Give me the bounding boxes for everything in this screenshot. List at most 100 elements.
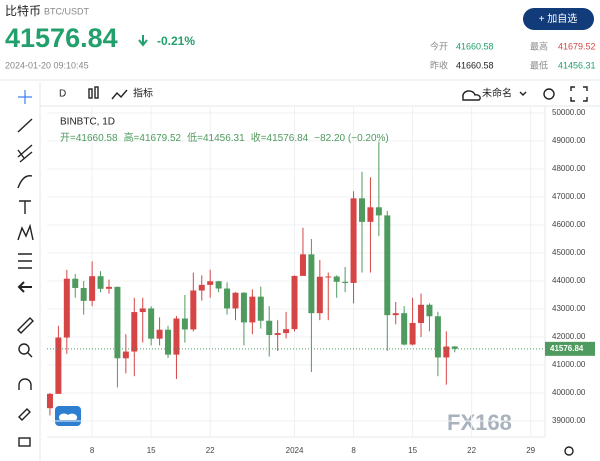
down-arrow	[138, 35, 148, 47]
symbol: BTC/USDT	[44, 6, 90, 16]
candle-body	[156, 329, 163, 339]
y-tick-label: 44000.00	[552, 276, 586, 285]
y-tick-label: 42000.00	[552, 332, 586, 341]
candle-body	[418, 304, 425, 323]
stat-label: 今开	[430, 40, 448, 51]
candle-body	[190, 290, 197, 330]
axis-settings[interactable]	[564, 446, 574, 456]
candle-body	[55, 337, 62, 394]
y-tick-label: 41000.00	[552, 360, 586, 369]
x-tick-label: 15	[147, 446, 156, 455]
price: 41576.84	[5, 23, 118, 53]
legend-item: 收=41576.84	[251, 131, 309, 144]
watchlist-button-label[interactable]: + 加自选	[539, 12, 578, 25]
price-tag	[545, 341, 595, 356]
candle-body	[316, 276, 323, 314]
legend-item: 高=41679.52	[124, 131, 182, 144]
fullscreen-button[interactable]	[570, 86, 588, 102]
x-tick-label: 8	[351, 446, 356, 455]
candle-body	[46, 393, 53, 409]
magnet-tool[interactable]	[18, 378, 32, 390]
y-tick-label: 48000.00	[552, 164, 586, 173]
cloud-icon[interactable]	[462, 90, 481, 101]
y-tick-label: 46000.00	[552, 220, 586, 229]
candle-body	[333, 276, 340, 282]
candle-body	[224, 288, 231, 309]
candle-body	[401, 313, 408, 345]
lock-tool[interactable]	[18, 437, 31, 447]
datetime: 2024-01-20 09:10:45	[5, 60, 89, 70]
lock-draw-tool[interactable]	[18, 408, 31, 421]
y-tick-label: 50000.00	[552, 108, 586, 117]
channel-tool[interactable]	[17, 144, 33, 163]
candle-body	[165, 329, 172, 355]
candle-body	[249, 296, 256, 323]
y-tick-label: 47000.00	[552, 192, 586, 201]
legend-item: 低=41456.31	[187, 131, 245, 144]
layout-button[interactable]: 未命名	[482, 87, 512, 100]
x-tick-label: 8	[90, 446, 95, 455]
asset-name: 比特币	[5, 3, 41, 18]
candle-body	[89, 276, 96, 301]
candle-body	[105, 286, 112, 289]
candle-body	[451, 346, 458, 349]
ruler-tool[interactable]	[17, 317, 34, 334]
stat-value: 41660.58	[456, 41, 494, 51]
fib-tool[interactable]	[18, 253, 32, 269]
candle-body	[325, 276, 332, 278]
watermark: FX168	[447, 410, 512, 435]
candle-body	[443, 346, 450, 358]
y-tick-label: 45000.00	[552, 248, 586, 257]
x-tick-label: 2024	[286, 446, 304, 455]
plot: 39000.00 40000.00 41000.00 42000.00 43000.00…	[46, 107, 595, 455]
candle-body	[72, 278, 79, 288]
dropdown-caret[interactable]	[519, 91, 527, 96]
logo-cloud	[58, 413, 78, 420]
candle-body	[139, 308, 146, 313]
candle-body	[375, 207, 382, 216]
pattern-tool[interactable]	[17, 223, 34, 241]
brush-tool[interactable]	[17, 175, 33, 189]
indicator-icon[interactable]	[111, 89, 128, 100]
text-tool[interactable]	[19, 200, 31, 214]
candle-body	[350, 198, 357, 283]
change: -0.21%	[157, 34, 195, 48]
x-tick-label: 22	[206, 446, 215, 455]
y-tick-label: 40000.00	[552, 388, 586, 397]
candle-body	[148, 308, 155, 339]
settings-button[interactable]	[543, 88, 555, 100]
back-tool[interactable]	[17, 281, 32, 293]
candle-body	[257, 296, 264, 321]
candle-body	[291, 275, 298, 330]
interval-button[interactable]: D	[59, 89, 66, 100]
candle-body	[215, 281, 222, 289]
stat-label: 昨收	[430, 59, 448, 70]
candle-body	[97, 276, 104, 289]
candle-body	[409, 322, 416, 345]
x-tick-label: 29	[526, 446, 535, 455]
zoom-tool[interactable]	[18, 343, 30, 355]
indicator-button[interactable]: 指标	[133, 87, 153, 100]
legend-item: −82.20 (−0.20%)	[314, 133, 389, 144]
stat-value: 41456.31	[558, 60, 596, 70]
legend-symbol: BINBTC, 1D	[60, 117, 115, 128]
crosshair-tool[interactable]	[18, 90, 32, 104]
stat-value: 41679.52	[558, 41, 596, 51]
candle-body	[198, 284, 205, 291]
legend-values: 开=41660.58 高=41679.52 低=41456.31 收=41576.84…	[60, 131, 389, 144]
chart-type-button[interactable]	[88, 86, 99, 99]
candle-body	[434, 316, 441, 358]
candle-body	[80, 287, 87, 301]
candle-body	[114, 286, 121, 359]
candle-body	[181, 318, 188, 330]
price-tag-label: 41576.84	[550, 344, 584, 353]
candle-body	[173, 318, 180, 355]
candle-body	[283, 329, 290, 334]
y-tick-label: 39000.00	[552, 416, 586, 425]
line-tool[interactable]	[17, 118, 33, 133]
candle-body	[426, 304, 433, 317]
watchlist-button[interactable]	[523, 8, 594, 30]
left-toolbar	[17, 90, 34, 447]
candle-body	[308, 254, 315, 314]
